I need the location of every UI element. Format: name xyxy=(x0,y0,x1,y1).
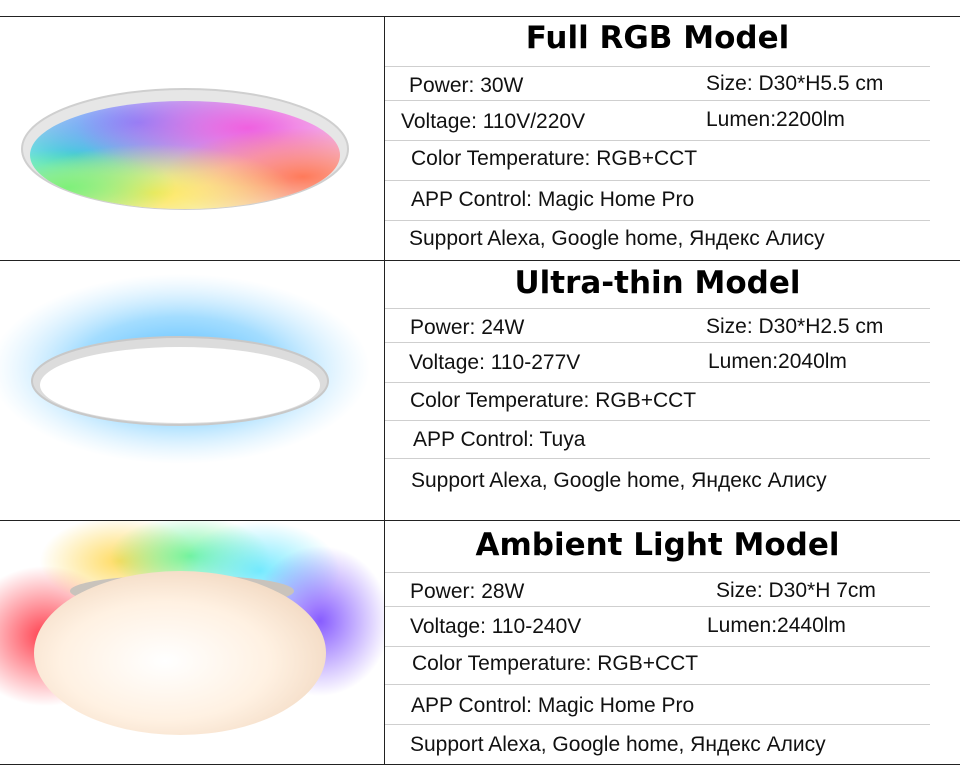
spec-separator xyxy=(385,66,930,67)
spec-separator xyxy=(385,724,930,725)
ultra-thin-ceiling-lamp-image xyxy=(0,261,384,520)
spec-separator xyxy=(385,606,930,607)
model-title: Full RGB Model xyxy=(525,20,790,56)
spec-separator xyxy=(385,646,930,647)
power-spec: Power: 24W xyxy=(410,316,525,339)
color-temp-spec: Color Temperature: RGB+CCT xyxy=(412,652,699,675)
table-bottom-border xyxy=(0,764,960,765)
rgb-ceiling-lamp-image xyxy=(0,17,384,260)
spec-separator xyxy=(385,342,930,343)
size-spec: Size: D30*H 7cm xyxy=(716,579,876,602)
row-divider xyxy=(0,260,960,261)
voltage-spec: Voltage: 110-277V xyxy=(409,351,581,374)
size-spec: Size: D30*H5.5 cm xyxy=(706,72,884,95)
spec-separator xyxy=(385,140,930,141)
model-title: Ambient Light Model xyxy=(475,527,840,563)
ambient-ceiling-lamp-image xyxy=(0,521,384,764)
support-spec: Support Alexa, Google home, Яндекс Алису xyxy=(409,227,825,250)
size-spec: Size: D30*H2.5 cm xyxy=(706,315,884,338)
table-top-border xyxy=(0,16,960,17)
model-title: Ultra-thin Model xyxy=(514,265,801,301)
spec-separator xyxy=(385,100,930,101)
lumen-spec: Lumen:2040lm xyxy=(708,350,847,373)
spec-separator xyxy=(385,458,930,459)
color-temp-spec: Color Temperature: RGB+CCT xyxy=(410,389,697,412)
spec-separator xyxy=(385,420,930,421)
lumen-spec: Lumen:2200lm xyxy=(706,108,845,131)
power-spec: Power: 30W xyxy=(409,74,524,97)
app-control-spec: APP Control: Magic Home Pro xyxy=(411,188,695,211)
spec-separator xyxy=(385,220,930,221)
spec-separator xyxy=(385,684,930,685)
support-spec: Support Alexa, Google home, Яндекс Алису xyxy=(411,469,827,492)
support-spec: Support Alexa, Google home, Яндекс Алису xyxy=(410,733,826,756)
spec-separator xyxy=(385,572,930,573)
spec-separator xyxy=(385,308,930,309)
lumen-spec: Lumen:2440lm xyxy=(707,614,846,637)
color-temp-spec: Color Temperature: RGB+CCT xyxy=(411,147,698,170)
voltage-spec: Voltage: 110-240V xyxy=(410,615,582,638)
spec-separator xyxy=(385,180,930,181)
power-spec: Power: 28W xyxy=(410,580,525,603)
app-control-spec: APP Control: Tuya xyxy=(413,428,586,451)
column-divider xyxy=(384,16,385,764)
spec-separator xyxy=(385,382,930,383)
row-divider xyxy=(0,520,960,521)
voltage-spec: Voltage: 110V/220V xyxy=(401,110,586,133)
app-control-spec: APP Control: Magic Home Pro xyxy=(411,694,695,717)
